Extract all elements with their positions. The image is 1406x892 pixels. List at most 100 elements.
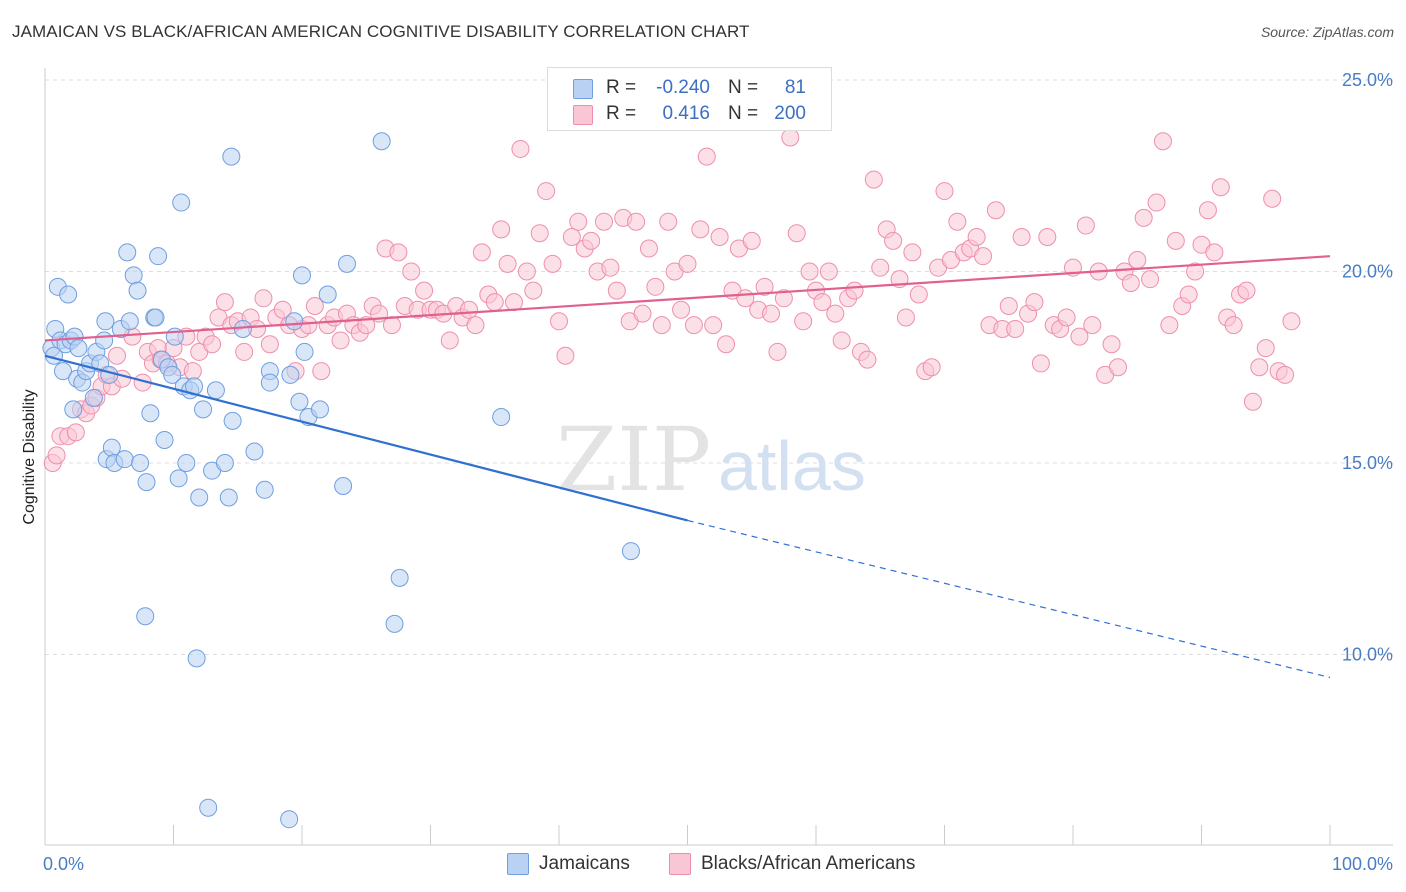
data-point [909, 285, 928, 304]
data-point [794, 312, 813, 331]
data-point [118, 243, 137, 262]
data-point [678, 254, 697, 273]
data-point [1282, 312, 1301, 331]
n-value: 200 [774, 103, 806, 124]
legend-swatch-jamaicans [573, 79, 593, 99]
data-point [149, 247, 168, 266]
data-point [415, 281, 434, 300]
data-point [524, 281, 543, 300]
data-point [84, 388, 103, 407]
axes [44, 68, 1393, 846]
data-point [155, 431, 174, 450]
data-point [310, 400, 329, 419]
data-point [131, 454, 150, 472]
data-point [922, 358, 941, 377]
r-label: R = [606, 103, 637, 124]
data-point [285, 312, 304, 331]
data-point [1006, 319, 1025, 338]
data-point [974, 247, 993, 266]
data-point [1250, 358, 1269, 377]
data-point [1147, 193, 1166, 212]
data-point [318, 285, 337, 304]
data-point [141, 404, 160, 423]
data-point [334, 476, 353, 495]
data-point [100, 365, 119, 384]
n-label: N = [728, 77, 759, 98]
tick-labels: 10.0% 15.0% 20.0% 25.0% 0.0% 100.0% [43, 70, 1393, 874]
data-point [485, 293, 504, 312]
data-point [245, 442, 264, 461]
data-point [305, 296, 324, 315]
chart-title: JAMAICAN VS BLACK/AFRICAN AMERICAN COGNI… [12, 22, 750, 41]
data-point [1263, 189, 1282, 208]
data-point [235, 342, 254, 361]
data-point [273, 300, 292, 319]
data-point [601, 258, 620, 277]
data-point [472, 243, 491, 262]
data-point [107, 346, 126, 365]
data-point [800, 262, 819, 281]
data-point [845, 281, 864, 300]
data-point [684, 316, 703, 335]
data-point [1179, 285, 1198, 304]
data-point [1141, 270, 1160, 289]
data-point [826, 304, 845, 323]
data-point [69, 339, 88, 358]
data-point [948, 212, 967, 231]
data-point [169, 469, 188, 488]
data-point [967, 228, 986, 247]
data-point [1256, 339, 1275, 358]
data-point [293, 266, 311, 285]
data-point [543, 254, 562, 273]
data-point [66, 423, 85, 442]
data-point [627, 212, 646, 231]
data-point [290, 392, 309, 411]
data-point [390, 568, 409, 587]
watermark-zip: ZIP [556, 408, 711, 511]
data-point [53, 362, 72, 381]
data-point [460, 300, 479, 319]
data-point [183, 362, 202, 381]
trend-line-jamaicans-extension [687, 519, 1331, 679]
data-point [440, 331, 459, 350]
data-point [47, 446, 66, 465]
data-point [215, 454, 234, 472]
data-point [742, 231, 761, 250]
watermark-atlas: atlas [718, 427, 866, 505]
data-point [280, 810, 299, 829]
stats-legend-row-blacks: R = 0.416 N = 200 [548, 101, 831, 127]
x-tick-label: 0.0% [43, 854, 84, 874]
data-point [1276, 365, 1295, 384]
data-point [1166, 231, 1185, 250]
data-point [492, 220, 511, 239]
data-point [385, 614, 404, 633]
data-point [594, 212, 613, 231]
data-point [389, 243, 408, 262]
n-value: 81 [784, 77, 806, 98]
r-label: R = [606, 77, 637, 98]
data-point [1108, 358, 1127, 377]
data-point [511, 139, 530, 158]
data-point [120, 312, 139, 331]
data-point [466, 316, 485, 335]
data-point [505, 293, 524, 312]
data-point [697, 147, 716, 166]
data-point [858, 350, 877, 369]
stats-legend: R = -0.240 N = 81 R = 0.416 N = 200 [547, 67, 832, 131]
data-point [633, 304, 652, 323]
data-point [177, 454, 196, 472]
legend-label-jamaicans: Jamaicans [539, 853, 630, 874]
data-point [621, 542, 640, 561]
y-tick-label: 10.0% [1342, 645, 1393, 665]
data-point [646, 277, 665, 296]
data-point [331, 331, 350, 350]
n-label: N = [728, 103, 759, 124]
data-point [768, 342, 787, 361]
data-point [190, 488, 209, 507]
data-point [1057, 308, 1076, 327]
data-point [884, 231, 903, 250]
watermark: ZIP atlas [556, 408, 866, 511]
data-point [222, 147, 241, 166]
data-point [1153, 132, 1172, 151]
